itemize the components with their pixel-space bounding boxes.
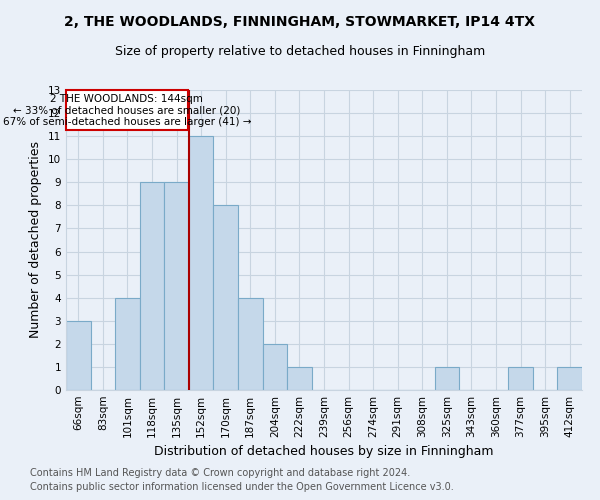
Text: Contains HM Land Registry data © Crown copyright and database right 2024.: Contains HM Land Registry data © Crown c… — [30, 468, 410, 477]
Text: Size of property relative to detached houses in Finningham: Size of property relative to detached ho… — [115, 45, 485, 58]
Text: 2 THE WOODLANDS: 144sqm: 2 THE WOODLANDS: 144sqm — [50, 94, 203, 104]
Text: 2, THE WOODLANDS, FINNINGHAM, STOWMARKET, IP14 4TX: 2, THE WOODLANDS, FINNINGHAM, STOWMARKET… — [65, 15, 536, 29]
Text: 67% of semi-detached houses are larger (41) →: 67% of semi-detached houses are larger (… — [2, 118, 251, 128]
Text: Contains public sector information licensed under the Open Government Licence v3: Contains public sector information licen… — [30, 482, 454, 492]
Bar — [189, 136, 214, 390]
FancyBboxPatch shape — [66, 90, 188, 130]
Y-axis label: Number of detached properties: Number of detached properties — [29, 142, 43, 338]
Bar — [238, 298, 263, 390]
Bar — [287, 367, 312, 390]
Bar — [164, 182, 189, 390]
Bar — [115, 298, 140, 390]
Text: ← 33% of detached houses are smaller (20): ← 33% of detached houses are smaller (20… — [13, 106, 241, 116]
Bar — [214, 206, 238, 390]
Bar — [66, 321, 91, 390]
Bar — [140, 182, 164, 390]
X-axis label: Distribution of detached houses by size in Finningham: Distribution of detached houses by size … — [154, 446, 494, 458]
Bar — [557, 367, 582, 390]
Bar — [434, 367, 459, 390]
Bar — [263, 344, 287, 390]
Bar — [508, 367, 533, 390]
